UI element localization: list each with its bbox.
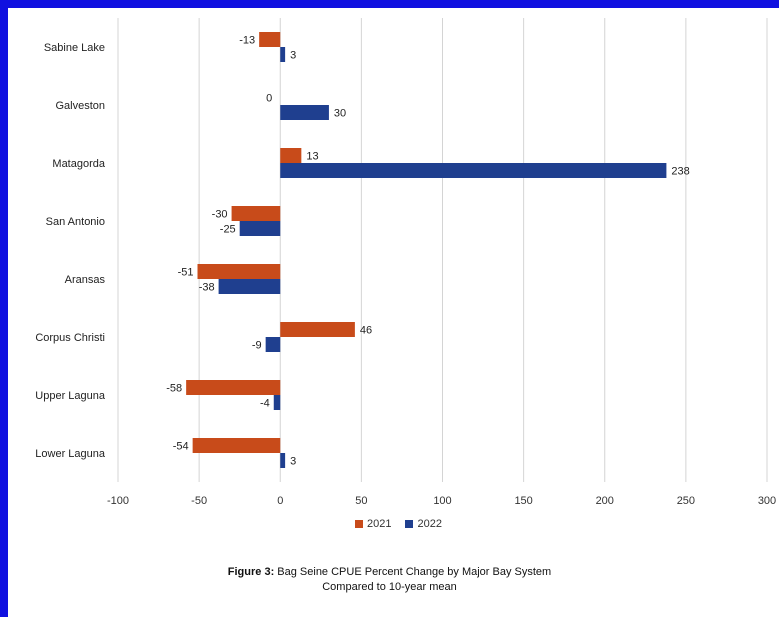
data-label: -9 [252, 340, 262, 352]
data-label: 0 [266, 93, 272, 105]
bar-2022 [265, 337, 281, 352]
category-label: Corpus Christi [35, 332, 105, 344]
bar-2021 [280, 322, 355, 337]
category-labels: Sabine Lake Galveston Matagorda San Antonio… [35, 42, 106, 460]
bar-2021 [259, 32, 281, 47]
data-label: 3 [290, 456, 296, 468]
legend-swatch [355, 520, 363, 528]
x-tick-label: -50 [191, 495, 207, 507]
bar-2021 [280, 148, 302, 163]
bar-2022 [239, 221, 281, 236]
x-tick-label: 250 [677, 495, 695, 507]
data-label: -58 [166, 383, 182, 395]
x-tick-label: 300 [758, 495, 776, 507]
bar-2021 [231, 206, 281, 221]
data-label: -30 [212, 209, 228, 221]
bar-2021 [192, 438, 281, 453]
bar-2022 [280, 453, 286, 468]
x-tick-label: 50 [355, 495, 367, 507]
bar-2022 [273, 395, 281, 410]
caption-title: Bag Seine CPUE Percent Change by Major B… [274, 566, 552, 578]
category-label: Galveston [55, 100, 105, 112]
figure-caption: Figure 3: Bag Seine CPUE Percent Change … [0, 565, 779, 595]
legend-item-2021: 2021 [355, 518, 391, 530]
legend-swatch [405, 520, 414, 528]
category-label: Aransas [65, 274, 106, 286]
bar-2022 [280, 105, 329, 120]
data-label: -13 [239, 35, 255, 47]
gridlines [117, 18, 768, 482]
data-label: 3 [290, 50, 296, 62]
data-label: -25 [220, 224, 236, 236]
data-label: 46 [360, 325, 372, 337]
caption-line-1: Figure 3: Bag Seine CPUE Percent Change … [0, 565, 779, 580]
category-label: San Antonio [46, 216, 105, 228]
data-label: -38 [199, 282, 215, 294]
data-label: 238 [671, 166, 689, 178]
data-label: -51 [178, 267, 194, 279]
legend: 2021 2022 [355, 518, 442, 530]
bar-2021 [197, 264, 281, 279]
x-tick-label: 100 [433, 495, 451, 507]
category-label: Matagorda [52, 158, 105, 170]
category-label: Sabine Lake [44, 42, 105, 54]
legend-label: 2021 [367, 518, 392, 530]
category-label: Upper Laguna [35, 390, 106, 402]
x-tick-label: 200 [596, 495, 614, 507]
legend-label: 2022 [417, 518, 442, 530]
bar-2021 [186, 380, 281, 395]
bar-2022 [280, 163, 667, 178]
data-label: -54 [173, 441, 189, 453]
x-tick-label: 150 [514, 495, 532, 507]
bar-2022 [280, 47, 286, 62]
bar-2022 [218, 279, 281, 294]
legend-item-2022: 2022 [405, 518, 442, 530]
chart-frame [8, 8, 779, 617]
caption-line-2: Compared to 10-year mean [322, 581, 457, 593]
x-tick-labels: -100 -50 0 50 100 150 200 250 300 [107, 495, 776, 507]
data-label: -4 [260, 398, 270, 410]
x-tick-label: 0 [277, 495, 283, 507]
x-tick-label: -100 [107, 495, 129, 507]
data-label: 30 [334, 108, 346, 120]
category-label: Lower Laguna [35, 448, 106, 460]
data-label: 13 [306, 151, 318, 163]
caption-figure-number: Figure 3: [227, 566, 275, 578]
